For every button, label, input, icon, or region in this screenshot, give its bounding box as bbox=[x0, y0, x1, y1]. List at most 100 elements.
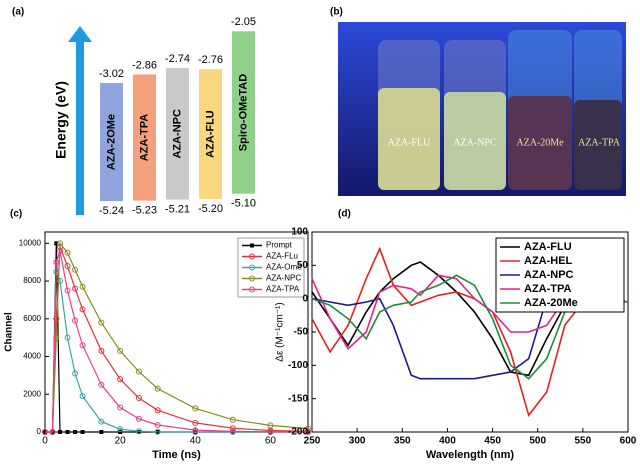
marker bbox=[154, 428, 161, 435]
marker bbox=[99, 430, 104, 434]
bar-label: AZA-NPC bbox=[171, 109, 183, 159]
energy-bar bbox=[199, 69, 222, 200]
bar-label: AZA-FLU bbox=[204, 110, 216, 158]
marker bbox=[57, 247, 64, 254]
marker bbox=[154, 407, 161, 414]
x-tick-label: 300 bbox=[349, 436, 366, 447]
marker bbox=[72, 285, 79, 292]
marker bbox=[135, 415, 142, 422]
marker bbox=[267, 428, 274, 435]
legend-label: AZA-FLU bbox=[524, 241, 572, 253]
y-tick-label: 50 bbox=[297, 260, 309, 271]
marker bbox=[64, 262, 71, 269]
legend-marker bbox=[249, 275, 255, 282]
y-tick-label: 4000 bbox=[23, 352, 41, 361]
marker bbox=[98, 347, 105, 354]
x-tick-label: 550 bbox=[575, 436, 592, 447]
y-tick-label: -50 bbox=[294, 327, 309, 338]
energy-bar bbox=[166, 68, 189, 200]
marker bbox=[117, 376, 124, 383]
bar-label: AZA-TPA bbox=[138, 114, 150, 162]
legend-marker bbox=[250, 243, 254, 248]
x-axis-label: Wavelength (nm) bbox=[426, 449, 515, 461]
panel-label: (d) bbox=[338, 209, 351, 220]
vial-liquid bbox=[444, 92, 506, 190]
y-tick-label: 8000 bbox=[23, 276, 41, 285]
y-tick-label: 0 bbox=[37, 427, 42, 436]
marker bbox=[57, 278, 64, 285]
energy-axis-label: Energy (eV) bbox=[53, 81, 69, 159]
x-tick-label: 350 bbox=[394, 436, 411, 447]
y-tick-label: -100 bbox=[288, 360, 308, 371]
energy-bar bbox=[133, 74, 156, 201]
lumo-label: -2.86 bbox=[132, 59, 157, 71]
x-axis-label: Time (ns) bbox=[152, 449, 201, 461]
y-tick-label: 0 bbox=[302, 293, 308, 304]
marker bbox=[305, 429, 311, 435]
x-tick-label: 600 bbox=[620, 436, 637, 447]
marker bbox=[58, 430, 63, 434]
vial-label: AZA-NPC bbox=[453, 137, 497, 148]
lumo-label: -2.76 bbox=[198, 54, 223, 66]
marker bbox=[98, 418, 105, 425]
marker bbox=[79, 306, 86, 313]
series-line bbox=[311, 246, 629, 418]
vial-liquid bbox=[574, 100, 622, 190]
bar-label: AZA-2OMe bbox=[105, 114, 117, 170]
y-tick-label: -150 bbox=[288, 393, 308, 404]
marker bbox=[154, 385, 161, 392]
y-axis-label: Channel bbox=[4, 312, 15, 352]
homo-label: -5.10 bbox=[231, 198, 256, 210]
marker bbox=[53, 334, 60, 341]
marker bbox=[49, 429, 56, 435]
marker bbox=[267, 422, 274, 429]
legend-label: AZA-NPC bbox=[524, 269, 574, 281]
marker bbox=[42, 429, 48, 435]
marker bbox=[53, 259, 60, 266]
legend-label: Prompt bbox=[266, 241, 293, 250]
legend-marker bbox=[249, 253, 255, 260]
panel-label: (b) bbox=[330, 7, 343, 18]
marker bbox=[117, 404, 124, 411]
x-tick-label: 40 bbox=[190, 436, 202, 447]
lumo-label: -2.74 bbox=[165, 53, 190, 65]
vial-liquid bbox=[508, 96, 572, 190]
marker bbox=[57, 240, 64, 247]
marker bbox=[64, 249, 71, 256]
marker bbox=[53, 315, 60, 322]
marker bbox=[98, 319, 105, 326]
marker bbox=[79, 283, 86, 290]
marker bbox=[135, 395, 142, 402]
legend-marker bbox=[249, 286, 255, 293]
legend-label: AZA-Ome bbox=[266, 263, 302, 272]
x-tick-label: 20 bbox=[115, 436, 127, 447]
marker bbox=[64, 334, 71, 341]
homo-label: -5.20 bbox=[198, 203, 223, 215]
x-tick-label: 0 bbox=[42, 436, 48, 447]
marker bbox=[192, 427, 199, 434]
marker bbox=[135, 368, 142, 375]
marker bbox=[80, 430, 85, 434]
x-tick-label: 60 bbox=[265, 436, 277, 447]
energy-bar bbox=[232, 31, 255, 194]
marker bbox=[73, 430, 78, 434]
marker bbox=[154, 422, 161, 429]
x-tick-label: 500 bbox=[529, 436, 546, 447]
legend-label: AZA-FLu bbox=[266, 252, 298, 261]
marker bbox=[229, 425, 236, 432]
vial-label: AZA-20Me bbox=[516, 137, 564, 148]
photo bbox=[338, 22, 626, 196]
y-tick-label: 2000 bbox=[23, 389, 41, 398]
marker bbox=[136, 430, 141, 434]
homo-label: -5.24 bbox=[99, 205, 124, 217]
lumo-label: -3.02 bbox=[99, 68, 124, 80]
energy-bar bbox=[100, 82, 123, 202]
y-tick-label: 6000 bbox=[23, 314, 41, 323]
legend-label: AZA-20Me bbox=[524, 297, 578, 309]
marker bbox=[72, 266, 79, 273]
y-tick-label: 10000 bbox=[19, 238, 42, 247]
lumo-label: -2.05 bbox=[231, 16, 256, 28]
series-line bbox=[45, 271, 308, 433]
homo-label: -5.21 bbox=[165, 203, 190, 215]
